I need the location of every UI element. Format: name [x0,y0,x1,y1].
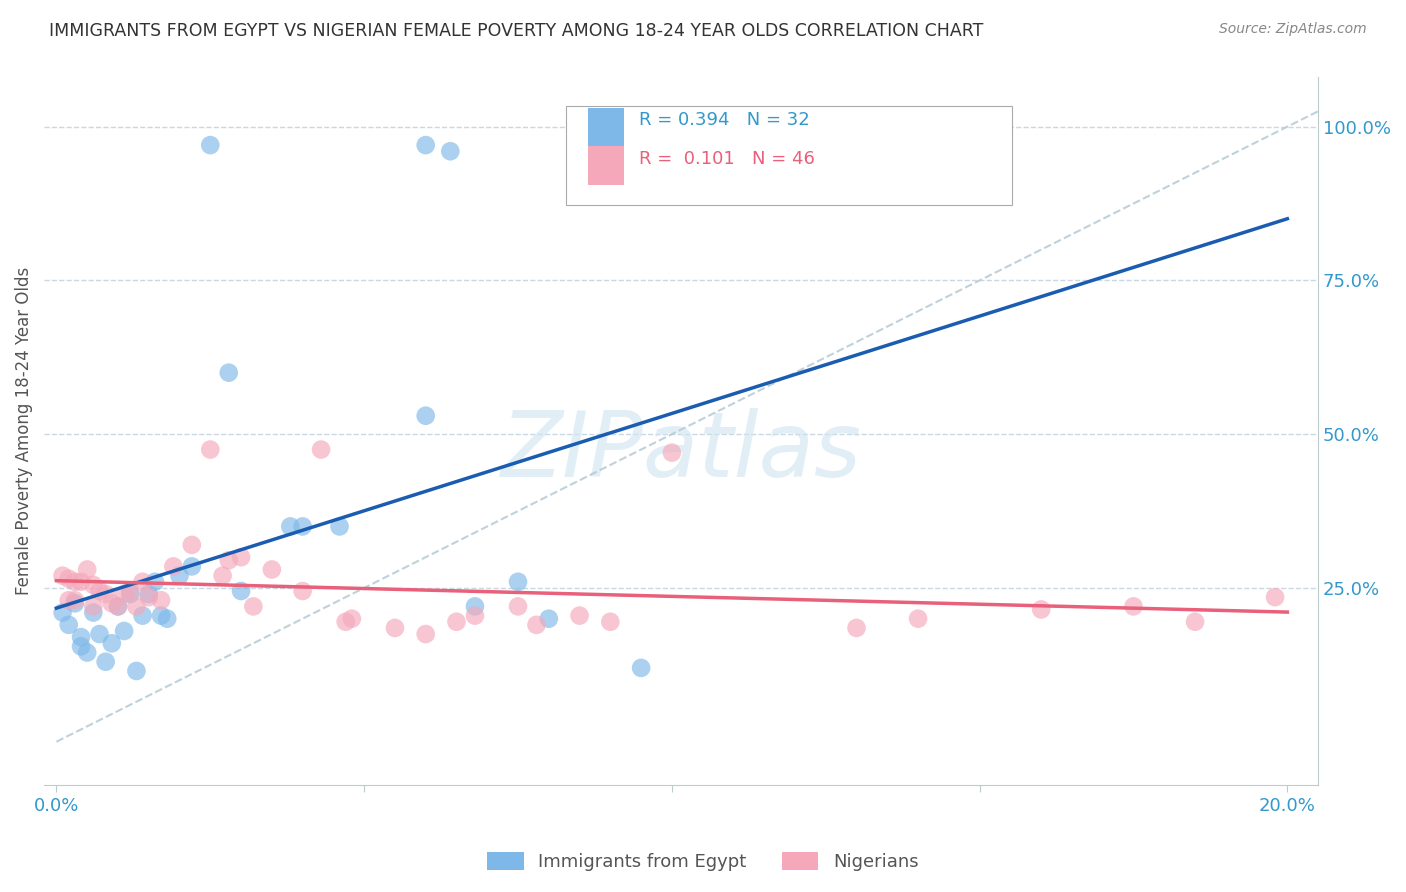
Point [63,596,86,610]
Point [630,661,652,675]
Point [218,553,240,567]
Text: IMMIGRANTS FROM EGYPT VS NIGERIAN FEMALE POVERTY AMONG 18-24 YEAR OLDS CORRELATI: IMMIGRANTS FROM EGYPT VS NIGERIAN FEMALE… [49,22,984,40]
Point [537,612,560,626]
Point [229,584,252,599]
Point [506,599,529,614]
Point [82,599,104,614]
Point [415,627,437,641]
Legend: Immigrants from Egypt, Nigerians: Immigrants from Egypt, Nigerians [481,845,925,879]
Point [76,646,98,660]
Point [200,138,222,153]
Point [218,366,240,380]
Point [138,590,160,604]
Point [70,630,93,644]
Point [439,145,461,159]
Point [464,599,486,614]
Text: Source: ZipAtlas.com: Source: ZipAtlas.com [1219,22,1367,37]
Point [599,615,621,629]
Point [384,621,406,635]
Point [1184,615,1206,629]
Point [58,617,80,632]
Point [340,612,363,626]
Point [464,608,486,623]
Point [309,442,332,457]
Point [131,574,153,589]
Point [107,599,129,614]
Point [52,568,75,582]
Point [52,606,75,620]
Point [120,584,142,599]
Point [291,584,314,599]
Point [291,519,314,533]
Point [661,445,683,459]
Point [112,624,135,638]
Point [63,593,86,607]
Point [63,574,86,589]
Text: R =  0.101   N = 46: R = 0.101 N = 46 [640,150,815,168]
Point [242,599,264,614]
Point [1031,602,1053,616]
Bar [588,108,624,146]
Point [415,138,437,153]
Point [107,599,129,614]
Point [568,608,591,623]
Bar [588,146,624,186]
Point [125,664,148,678]
Point [101,636,124,650]
Point [845,621,868,635]
Point [200,442,222,457]
Point [112,587,135,601]
Point [169,568,191,582]
Point [1122,599,1144,614]
Point [82,606,104,620]
Point [131,608,153,623]
Point [143,574,166,589]
Point [1264,590,1286,604]
Point [70,640,93,654]
Point [94,655,117,669]
Point [211,568,233,582]
Point [89,627,111,641]
Point [76,562,98,576]
Point [526,617,548,632]
Point [446,615,468,629]
Point [70,574,93,589]
Point [58,593,80,607]
Text: R = 0.394   N = 32: R = 0.394 N = 32 [640,111,810,128]
Point [506,574,529,589]
Point [162,559,184,574]
Point [328,519,350,533]
Point [415,409,437,423]
Point [335,615,357,629]
Point [907,612,929,626]
Point [120,587,142,601]
FancyBboxPatch shape [567,106,1012,205]
Point [156,612,179,626]
Point [94,587,117,601]
Point [260,562,283,576]
Point [89,584,111,599]
Y-axis label: Female Poverty Among 18-24 Year Olds: Female Poverty Among 18-24 Year Olds [15,267,32,595]
Point [150,608,173,623]
Point [101,596,124,610]
Point [229,550,252,565]
Point [180,538,202,552]
Point [150,593,173,607]
Text: ZIPatlas: ZIPatlas [501,409,862,496]
Point [278,519,301,533]
Point [138,587,160,601]
Point [180,559,202,574]
Point [58,572,80,586]
Point [82,578,104,592]
Point [125,599,148,614]
